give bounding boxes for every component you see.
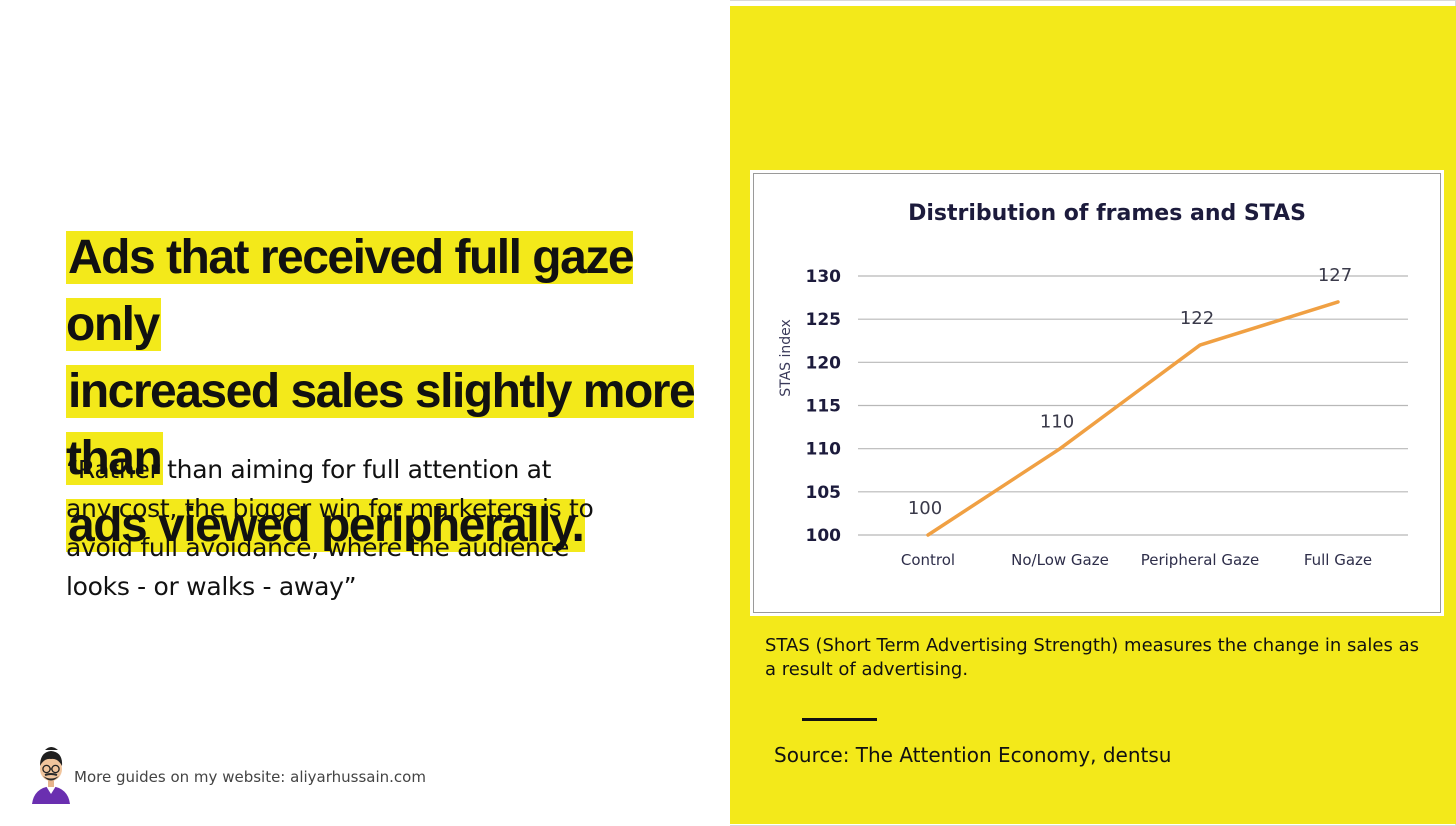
gridlines [858,275,1408,536]
y-tick-label: 120 [806,353,842,373]
chart-title: Distribution of frames and STAS [908,201,1306,226]
y-tick-label: 105 [806,483,842,503]
data-label: 122 [1180,308,1214,329]
x-tick-label: Full Gaze [1304,551,1372,569]
data-label: 110 [1040,412,1074,433]
y-tick-label: 115 [806,397,842,417]
data-label: 100 [908,498,942,519]
headline-line: Ads that received full gaze only [66,231,635,351]
y-tick-label: 110 [806,440,842,460]
quote-line: “Rather than aiming for full attention a… [66,455,552,484]
y-tick-label: 125 [806,310,842,330]
left-panel: Ads that received full gaze only increas… [32,224,706,804]
x-tick-labels: Control No/Low Gaze Peripheral Gaze Full Ga… [901,551,1372,569]
quote: “Rather than aiming for full attention a… [66,450,686,606]
y-axis-label: STAS index [778,319,794,397]
x-tick-label: Control [901,551,955,569]
data-label: 127 [1318,265,1352,286]
x-tick-label: No/Low Gaze [1011,551,1109,569]
quote-line: looks - or walks - away” [66,572,357,601]
headline-line: ads viewed peripherally. [66,499,586,552]
data-labels: 100 110 122 127 [908,265,1352,519]
series-line-path [926,300,1340,537]
quote-line: any cost, the bigger win for marketers i… [66,494,594,523]
line-chart: Distribution of frames and STAS STAS ind… [778,201,1408,569]
y-tick-label: 130 [806,267,842,287]
series-line [926,300,1340,537]
y-tick-label: 100 [806,526,842,546]
headline: Ads that received full gaze only increas… [66,224,706,559]
stas-note: STAS (Short Term Advertising Strength) m… [765,635,1419,680]
x-tick-label: Peripheral Gaze [1141,551,1260,569]
quote-line: avoid full avoidance, where the audience [66,533,570,562]
footer-website-text: More guides on my website: aliyarhussain… [74,768,426,786]
chart-card: Distribution of frames and STAS STAS ind… [750,170,1444,616]
y-tick-labels: 100 105 110 115 120 125 130 [806,267,842,546]
author-avatar-icon [32,747,70,804]
divider [802,718,877,721]
source-text: Source: The Attention Economy, dentsu [774,743,1172,767]
